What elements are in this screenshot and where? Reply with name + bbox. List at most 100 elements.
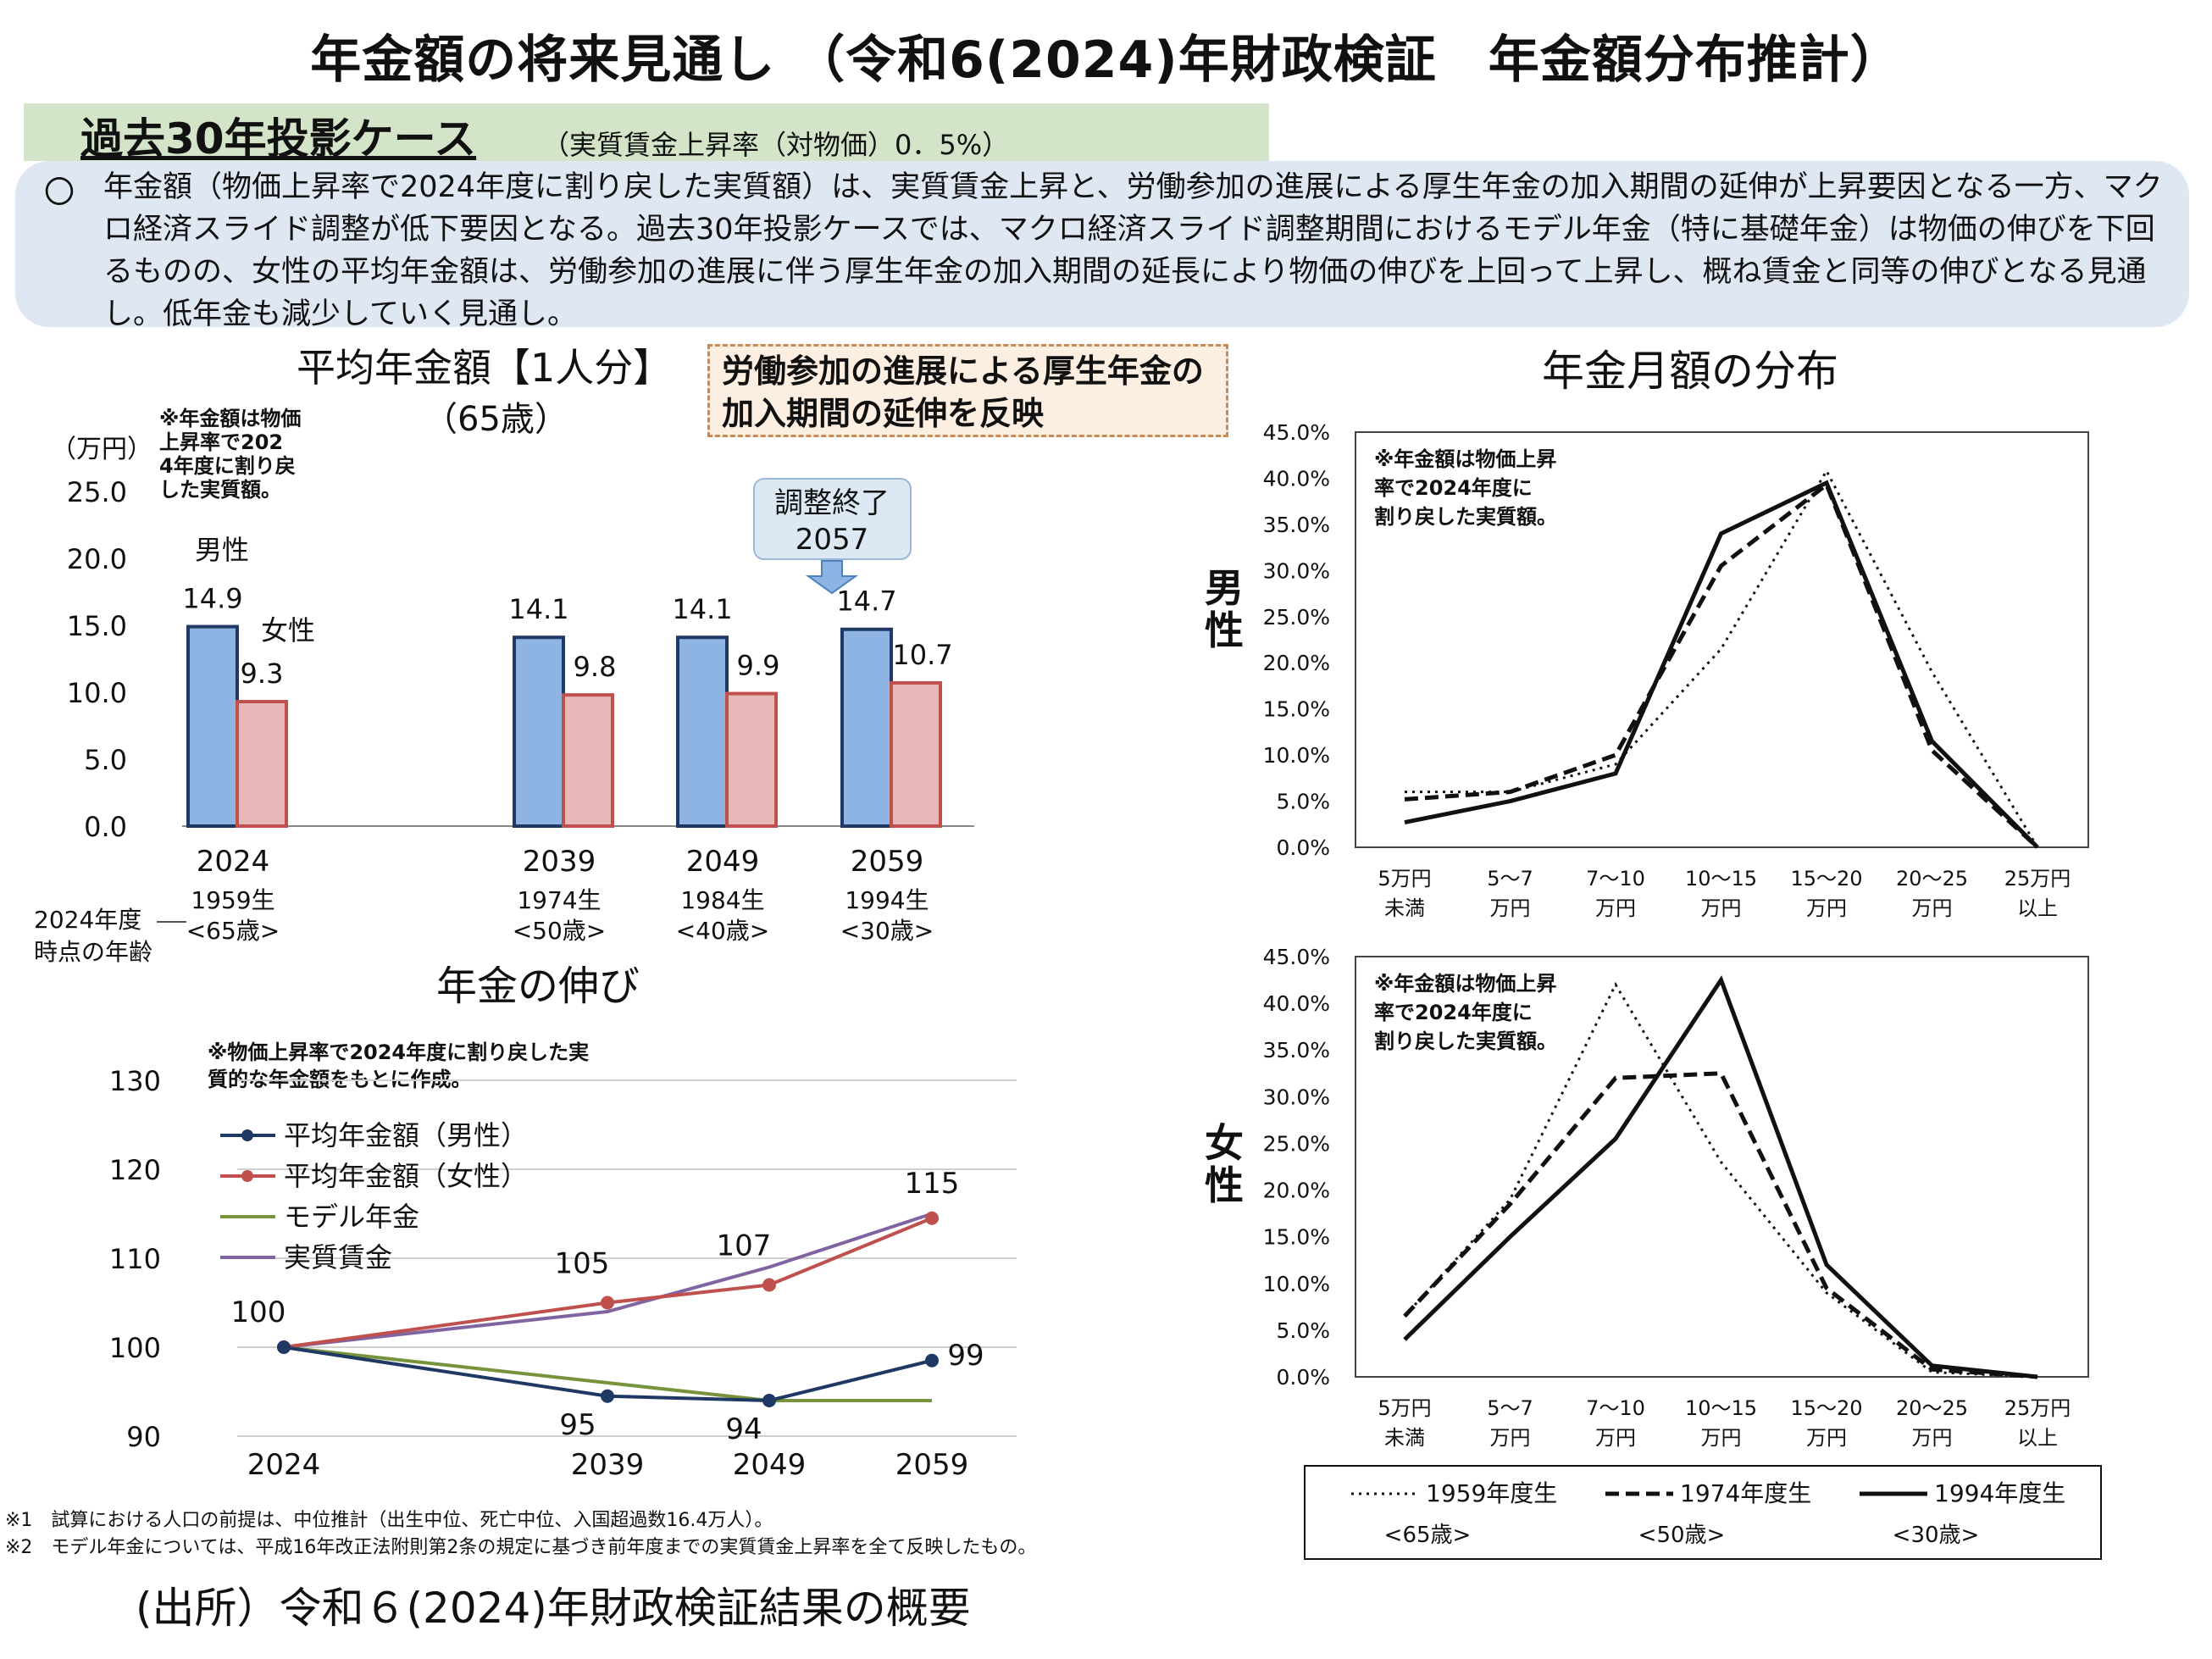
x-category-label: 7～10 bbox=[1586, 867, 1645, 891]
x-category-label: 7～10 bbox=[1586, 1396, 1645, 1420]
plot-frame bbox=[1355, 956, 2089, 1378]
x-category-label: 20～25 bbox=[1896, 1396, 1968, 1420]
age-label: <50歳> bbox=[513, 917, 607, 945]
growth-data-label: 94 bbox=[725, 1412, 762, 1446]
x-category-label: 以上 bbox=[2017, 1426, 2058, 1450]
case-subtitle: （実質賃金上昇率（対物価）0．5%） bbox=[542, 129, 1010, 161]
bar-male bbox=[186, 624, 239, 828]
growth-chart-title: 年金の伸び bbox=[436, 966, 640, 1010]
summary-box bbox=[15, 161, 2189, 327]
growth-chart-note: ※物価上昇率で2024年度に割り戻した実質的な年金額をもとに作成。 bbox=[208, 1040, 589, 1091]
y-tick-label: 35.0% bbox=[1263, 1038, 1330, 1063]
x-category-label: 万円 bbox=[1490, 896, 1531, 920]
labor-participation-note: 労働参加の進展による厚生年金の加入期間の延伸を反映 bbox=[707, 344, 1228, 437]
y-tick-label: 15.0% bbox=[1263, 1225, 1330, 1250]
x-tick-label: 2049 bbox=[733, 1448, 807, 1482]
y-tick-label: 30.0% bbox=[1263, 558, 1330, 583]
birth-year-label: 1974生 bbox=[517, 886, 601, 914]
pension-growth-line-chart: 年金の伸び ※物価上昇率で2024年度に割り戻した実質的な年金額をもとに作成。 13… bbox=[109, 966, 1017, 1482]
y-tick-label: 130 bbox=[109, 1065, 161, 1097]
y-tick-label: 20.0% bbox=[1263, 1179, 1330, 1203]
birth-year-label: 1994生 bbox=[845, 886, 929, 914]
x-category-label: 万円 bbox=[1806, 1426, 1847, 1450]
growth-series-line bbox=[283, 1346, 933, 1403]
x-category-label: 万円 bbox=[1912, 1426, 1953, 1450]
bar-male bbox=[676, 635, 729, 828]
summary-bullet: 〇 bbox=[44, 175, 75, 210]
x-category-label: 10～15 bbox=[1685, 867, 1757, 891]
adjustment-end-year: 2057 bbox=[796, 523, 869, 557]
x-category-label: 15～20 bbox=[1790, 867, 1862, 891]
x-category-label: 2039 bbox=[523, 845, 596, 879]
y-tick-label: 15.0 bbox=[67, 610, 127, 642]
summary-text: 年金額（物価上昇率で2024年度に割り戻した実質額）は、実質賃金上昇と、労働参加… bbox=[103, 170, 2163, 331]
case-band bbox=[24, 103, 1269, 161]
legend-label: 平均年金額（女性） bbox=[284, 1160, 528, 1192]
x-category-label: 未満 bbox=[1384, 1426, 1425, 1450]
distribution-series-line bbox=[1403, 981, 2038, 1379]
legend-label: 実質賃金 bbox=[284, 1241, 392, 1273]
y-tick-label: 45.0% bbox=[1263, 945, 1330, 969]
y-tick-label: 45.0% bbox=[1263, 420, 1330, 445]
x-category-label: 万円 bbox=[1490, 1426, 1531, 1450]
legend-age: <30歳> bbox=[1893, 1523, 1980, 1548]
y-tick-label: 90 bbox=[126, 1421, 161, 1453]
legend-label: 1959年度生 bbox=[1426, 1479, 1557, 1507]
y-tick-label: 120 bbox=[109, 1154, 161, 1186]
bar-male-value: 14.1 bbox=[672, 593, 732, 625]
growth-data-label: 115 bbox=[905, 1167, 960, 1201]
x-category-label: 万円 bbox=[1701, 896, 1742, 920]
x-category-label: 10～15 bbox=[1685, 1396, 1757, 1420]
y-tick-label: 15.0% bbox=[1263, 697, 1330, 722]
legend-marker bbox=[241, 1170, 253, 1182]
bar-female bbox=[725, 691, 778, 828]
growth-point bbox=[762, 1278, 776, 1292]
bar-male bbox=[840, 627, 893, 828]
x-category-label: 5万円 bbox=[1378, 867, 1431, 891]
distribution-title: 年金月額の分布 bbox=[1542, 347, 1838, 396]
x-category-label: 5～7 bbox=[1487, 1396, 1533, 1420]
y-tick-label: 25.0 bbox=[67, 476, 127, 508]
bar-female bbox=[562, 693, 614, 828]
y-tick-label: 10.0% bbox=[1263, 743, 1330, 768]
x-category-label: 万円 bbox=[1806, 896, 1847, 920]
footnote-1: ※1 試算における人口の前提は、中位推計（出生中位、死亡中位、入国超過数16.4… bbox=[5, 1510, 773, 1531]
male-distribution-chart: 年金月額の分布 45.0% 40.0% 35.0% 30.0% 25.0% 20.0% 15.… bbox=[1205, 347, 2089, 920]
x-category-label: 万円 bbox=[1595, 896, 1636, 920]
source-note: (出所）令和６(2024)年財政検証結果の概要 bbox=[136, 1584, 971, 1633]
legend-marker bbox=[241, 1129, 253, 1141]
age-label: <65歳> bbox=[186, 917, 280, 945]
page-title: 年金額の将来見通し （令和6(2024)年財政検証 年金額分布推計） bbox=[310, 31, 1902, 90]
bar-male-value: 14.7 bbox=[836, 585, 896, 618]
growth-series-line bbox=[283, 1216, 933, 1349]
x-category-label: 20～25 bbox=[1896, 867, 1968, 891]
x-category-label: 未満 bbox=[1384, 896, 1425, 920]
birth-year-label: 1984生 bbox=[680, 886, 764, 914]
age-label: <30歳> bbox=[840, 917, 934, 945]
y-tick-label: 40.0% bbox=[1263, 466, 1330, 491]
growth-data-label: 107 bbox=[717, 1229, 772, 1263]
x-tick-label: 2039 bbox=[571, 1448, 645, 1482]
legend-age: <65歳> bbox=[1384, 1523, 1472, 1548]
case-title: 過去30年投影ケース bbox=[80, 114, 477, 164]
series-label-female: 女性 bbox=[261, 614, 315, 646]
legend-label: 1994年度生 bbox=[1934, 1479, 2065, 1507]
panel-label: 男 bbox=[1205, 565, 1244, 611]
distribution-series-line bbox=[1403, 1071, 2038, 1379]
legend-age: <50歳> bbox=[1638, 1523, 1726, 1548]
x-category-label: 万円 bbox=[1701, 1426, 1742, 1450]
female-distribution-chart: 45.0% 40.0% 35.0% 30.0% 25.0% 20.0% 15.0% 10.0%… bbox=[1205, 945, 2102, 1560]
distribution-series-line bbox=[1404, 481, 2039, 849]
panel-label: 性 bbox=[1205, 608, 1244, 653]
y-tick-label: 10.0% bbox=[1263, 1272, 1330, 1296]
average-pension-bar-chart: 平均年金額【1人分】 （65歳） ※年金額は物価上昇率で202 4年度に割り戻した実質… bbox=[34, 345, 974, 966]
x-tick-label: 2059 bbox=[895, 1448, 969, 1482]
down-arrow-icon bbox=[805, 560, 859, 595]
growth-series-line bbox=[283, 1212, 933, 1349]
y-tick-label: 30.0% bbox=[1263, 1085, 1330, 1109]
x-category-label: 25万円 bbox=[2004, 1396, 2071, 1420]
y-tick-label: 25.0% bbox=[1263, 1131, 1330, 1156]
growth-data-label: 100 bbox=[231, 1296, 286, 1329]
y-tick-label: 0.0% bbox=[1276, 1365, 1330, 1390]
bar-male bbox=[513, 635, 565, 828]
